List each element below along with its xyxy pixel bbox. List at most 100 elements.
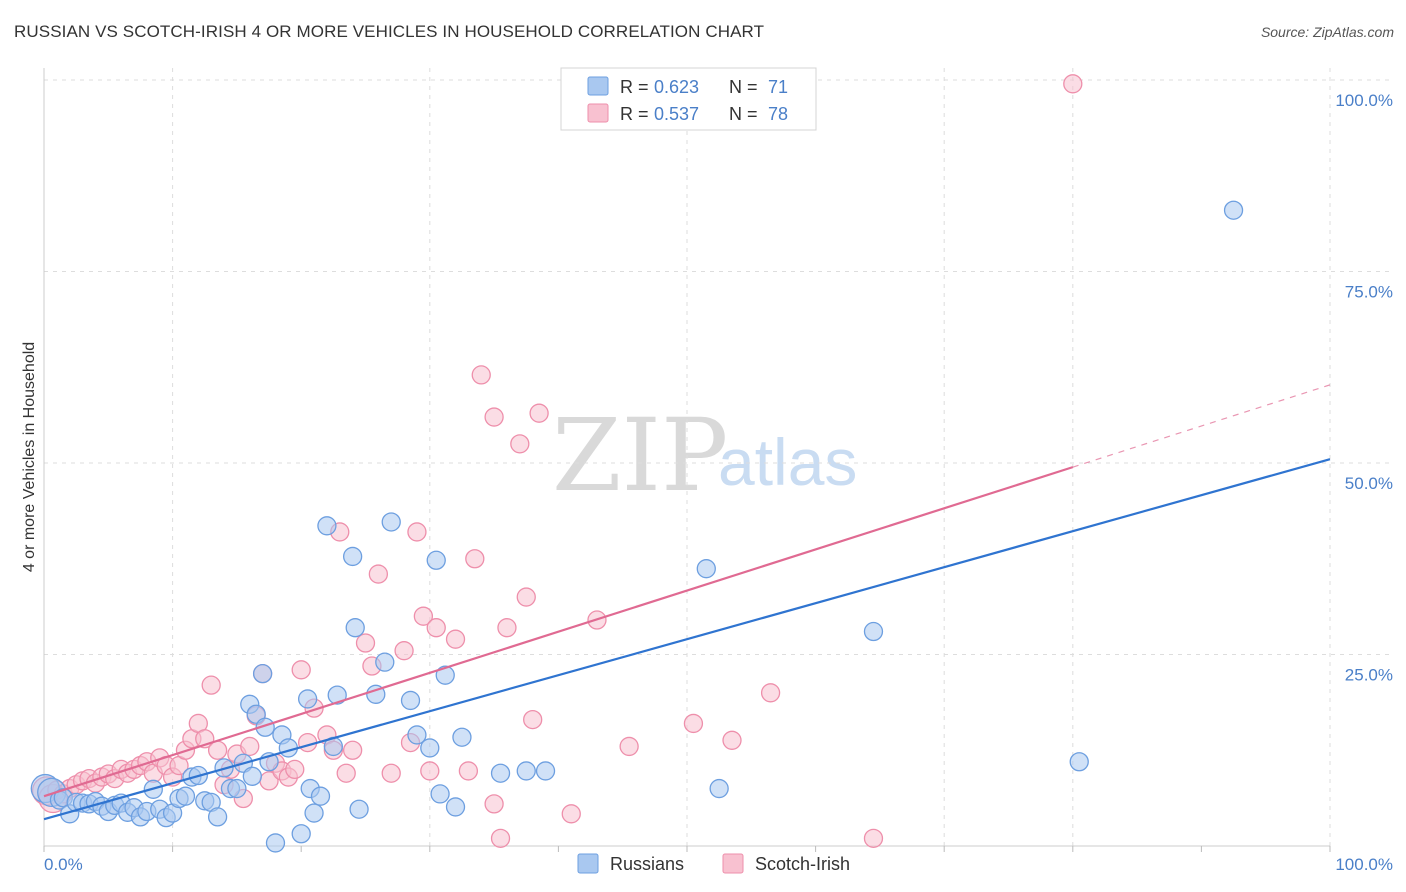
russians-point-61 — [445, 797, 466, 817]
scotch-irish-point-40 — [291, 660, 311, 680]
scotch-irish-point-27 — [207, 740, 228, 760]
x-tick-label-min: 0.0% — [44, 855, 83, 874]
scotch-irish-point-51 — [381, 763, 401, 783]
russians-point-62 — [452, 727, 472, 747]
scotch-irish-point-76 — [484, 794, 504, 814]
y-tick-labels: 25.0% 50.0% 75.0% 100.0% — [1335, 91, 1393, 685]
scotch-irish-point-39 — [285, 759, 305, 780]
legend-n-label-scotch-irish: N = — [729, 104, 758, 124]
russians-point-46 — [317, 516, 337, 536]
scotch-irish-point-32 — [240, 736, 260, 757]
bottom-legend-swatch-russians — [577, 853, 599, 874]
x-tick-label-max: 100.0% — [1335, 855, 1393, 874]
y-tick-label-25: 25.0% — [1345, 666, 1393, 685]
scotch-irish-point-56 — [420, 761, 440, 781]
correlation-legend: R = 0.623 N = 71 R = 0.537 N = 78 — [560, 67, 817, 131]
scotch-irish-point-59 — [465, 549, 485, 569]
scotch-irish-point-77 — [458, 761, 479, 781]
y-tick-label-75: 75.0% — [1345, 283, 1393, 302]
scotch-irish-point-47 — [342, 740, 363, 760]
russians-point-63 — [490, 763, 511, 783]
legend-n-value-russians: 71 — [768, 77, 788, 97]
scotch-irish-point-70 — [619, 736, 639, 757]
russians-point-68 — [863, 621, 884, 642]
legend-swatch-scotch-irish — [587, 103, 609, 123]
series-legend: Russians Scotch-Irish — [577, 853, 850, 874]
russians-points — [30, 200, 1244, 853]
y-tick-label-50: 50.0% — [1345, 474, 1393, 493]
legend-n-label-russians: N = — [729, 77, 758, 97]
russians-point-66 — [696, 559, 716, 579]
russians-point-51 — [349, 799, 369, 819]
y-axis-label: 4 or more Vehicles in Household — [21, 342, 38, 572]
russians-point-56 — [407, 725, 427, 745]
russians-point-67 — [709, 778, 729, 799]
russians-point-41 — [291, 824, 311, 844]
x-tick-marks — [43, 846, 1331, 852]
russians-point-52 — [366, 684, 386, 704]
bottom-legend-label-russians: Russians — [610, 854, 684, 874]
russians-point-53 — [375, 652, 395, 672]
scotch-irish-point-66 — [523, 709, 543, 730]
watermark: ZIP atlas — [552, 397, 857, 514]
scotch-irish-point-46 — [336, 763, 356, 783]
russians-point-42 — [297, 689, 318, 709]
scotch-irish-point-57 — [426, 618, 446, 638]
y-tick-label-100: 100.0% — [1335, 91, 1393, 110]
scotch-irish-point-62 — [490, 828, 511, 848]
scotch-irish-point-26 — [201, 675, 221, 695]
russians-point-60 — [435, 665, 455, 685]
russians-point-45 — [310, 786, 331, 806]
russians-point-50 — [345, 618, 365, 638]
legend-n-value-scotch-irish: 78 — [768, 104, 788, 124]
russians-point-57 — [420, 738, 440, 758]
russians-point-64 — [516, 761, 536, 781]
scotch-irish-point-58 — [445, 629, 466, 649]
legend-r-value-scotch-irish: 0.537 — [654, 104, 699, 124]
russians-point-65 — [535, 761, 556, 781]
scotch-irish-point-50 — [368, 564, 389, 584]
scotch-irish-trend-line — [43, 466, 1074, 798]
trend-lines — [43, 384, 1331, 821]
chart-title: RUSSIAN VS SCOTCH-IRISH 4 OR MORE VEHICL… — [14, 22, 765, 41]
scotch-irish-point-65 — [516, 587, 536, 607]
russians-point-30 — [227, 778, 247, 799]
scotch-irish-trend-line-extension — [1072, 384, 1331, 468]
scotch-irish-point-60 — [471, 365, 491, 385]
scotch-irish-point-68 — [561, 804, 581, 824]
legend-swatch-russians — [587, 76, 609, 96]
russians-point-70 — [1223, 200, 1244, 220]
russians-point-38 — [265, 833, 286, 853]
scotch-irish-point-48 — [355, 633, 376, 653]
scotch-irish-point-71 — [683, 713, 704, 734]
russians-point-59 — [430, 784, 450, 804]
watermark-atlas: atlas — [718, 425, 857, 499]
russians-point-35 — [252, 664, 273, 684]
russians-trend-line — [43, 458, 1331, 821]
russians-point-33 — [242, 766, 262, 786]
bottom-legend-label-scotch-irish: Scotch-Irish — [755, 854, 850, 874]
scotch-irish-point-67 — [529, 403, 549, 423]
legend-r-label-scotch-irish: R = — [620, 104, 649, 124]
scotch-irish-point-72 — [722, 730, 742, 750]
source-credit: Source: ZipAtlas.com — [1260, 24, 1394, 40]
watermark-zip: ZIP — [552, 397, 728, 514]
scotch-irish-point-54 — [407, 522, 427, 542]
russians-point-22 — [175, 786, 196, 806]
russians-point-69 — [1069, 752, 1089, 772]
legend-r-label-russians: R = — [620, 77, 649, 97]
russians-point-48 — [327, 685, 347, 705]
russians-point-58 — [426, 550, 446, 570]
legend-r-value-russians: 0.623 — [654, 77, 699, 97]
bottom-legend-swatch-scotch-irish — [722, 853, 744, 874]
russians-point-49 — [342, 546, 363, 567]
scotch-irish-point-63 — [497, 618, 517, 638]
scotch-irish-point-55 — [413, 606, 434, 626]
russians-point-27 — [207, 807, 228, 827]
russians-point-54 — [381, 512, 401, 532]
scotch-irish-point-73 — [760, 683, 781, 703]
russians-point-55 — [400, 690, 421, 711]
scotch-irish-point-52 — [394, 641, 414, 661]
scotch-irish-point-75 — [1063, 74, 1083, 94]
